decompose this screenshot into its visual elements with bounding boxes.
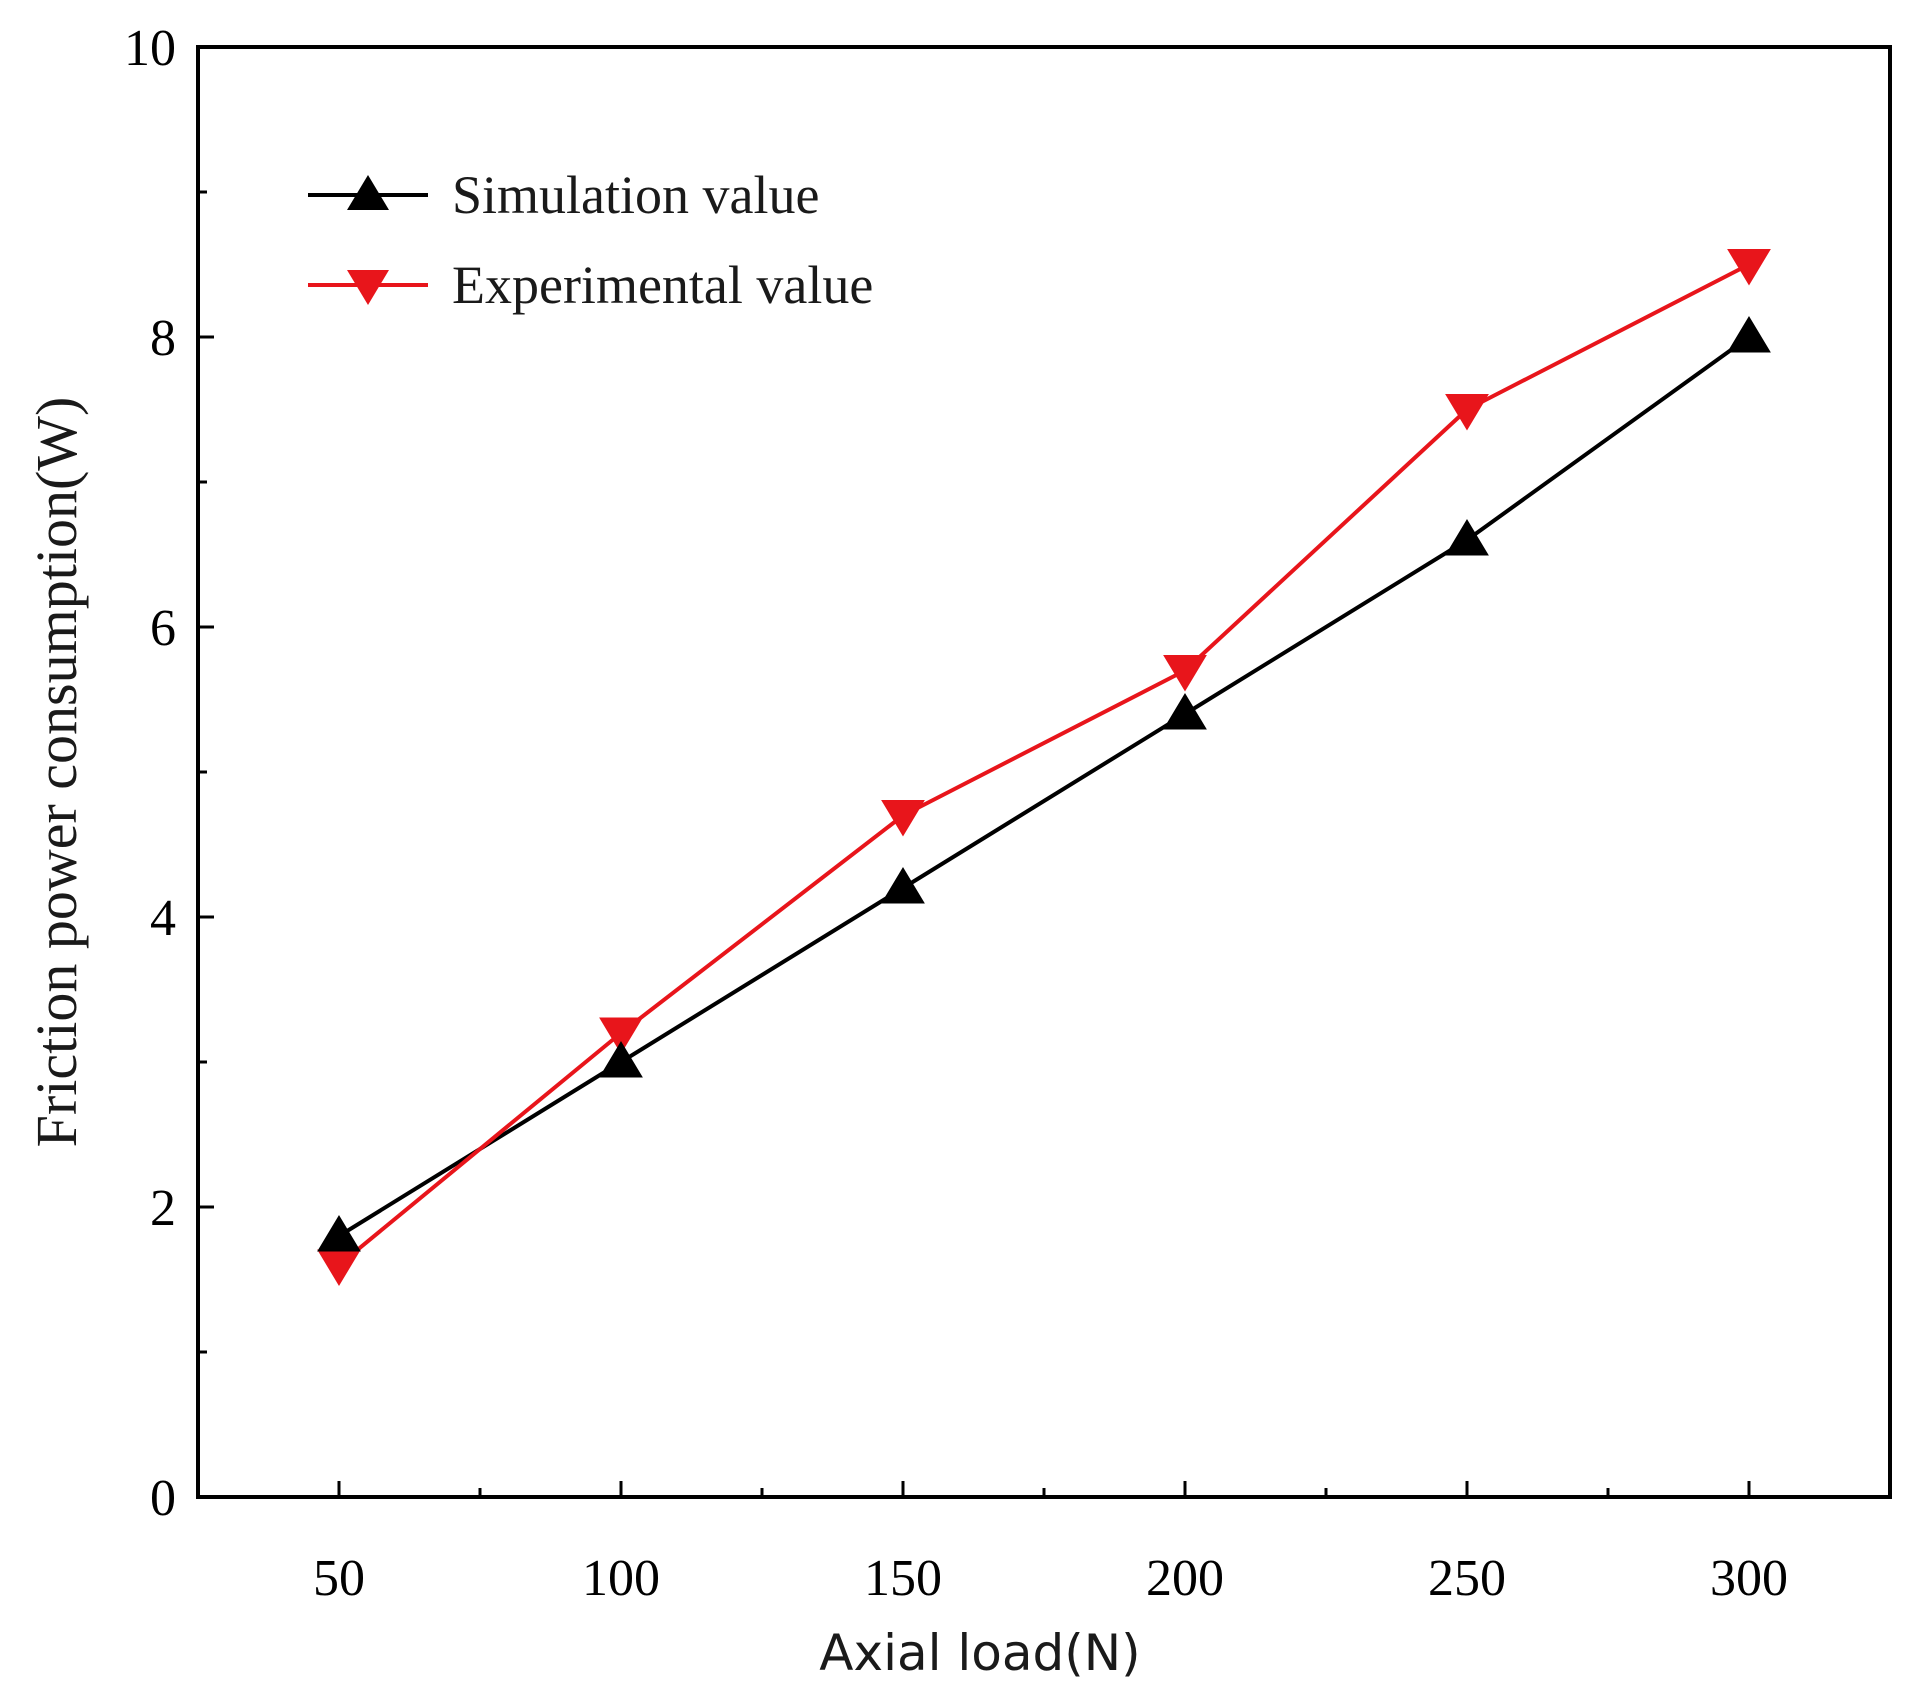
legend-marker [347, 270, 389, 305]
y-axis-label: Friction power consumption(W) [24, 397, 89, 1148]
experimental-point [1727, 249, 1771, 286]
plot-frame [196, 45, 1892, 1499]
y-tick-label: 10 [124, 20, 176, 77]
major-ticks [198, 45, 1751, 1499]
simulation-point [881, 867, 925, 904]
x-tick-label: 250 [1428, 1550, 1506, 1607]
legend-label-simulation: Simulation value [452, 165, 819, 225]
minor-ticks [198, 190, 1610, 1497]
x-tick-label: 50 [313, 1550, 365, 1607]
experimental-point [317, 1249, 361, 1286]
simulation-point [1727, 316, 1771, 353]
x-axis-label: Axial load(N) [819, 1624, 1140, 1682]
y-tick-label: 8 [150, 310, 176, 367]
series-lines [337, 262, 1751, 1267]
series-markers [317, 249, 1771, 1286]
x-tick-label: 300 [1710, 1550, 1788, 1607]
series-line-experimental [337, 262, 1750, 1267]
experimental-point [1445, 394, 1489, 431]
legend-label-experimental: Experimental value [452, 255, 873, 315]
y-tick-labels: 0 2 4 6 8 10 [124, 20, 176, 1527]
legend-marker [347, 175, 389, 210]
experimental-point [599, 1017, 643, 1054]
y-tick-label: 6 [150, 600, 176, 657]
legend: Simulation value Experimental value [308, 165, 873, 315]
simulation-point [599, 1041, 643, 1078]
series-line-simulation [337, 335, 1751, 1238]
simulation-point [1163, 693, 1207, 730]
simulation-point [317, 1215, 361, 1252]
experimental-point [1163, 655, 1207, 692]
x-tick-label: 200 [1146, 1550, 1224, 1607]
simulation-point [1445, 519, 1489, 556]
y-tick-label: 0 [150, 1470, 176, 1527]
y-tick-label: 2 [150, 1180, 176, 1237]
x-tick-label: 150 [864, 1550, 942, 1607]
x-tick-label: 100 [582, 1550, 660, 1607]
x-tick-labels: 50 100 150 200 250 300 [313, 1550, 1788, 1607]
y-tick-label: 4 [150, 890, 176, 947]
experimental-point [881, 800, 925, 837]
